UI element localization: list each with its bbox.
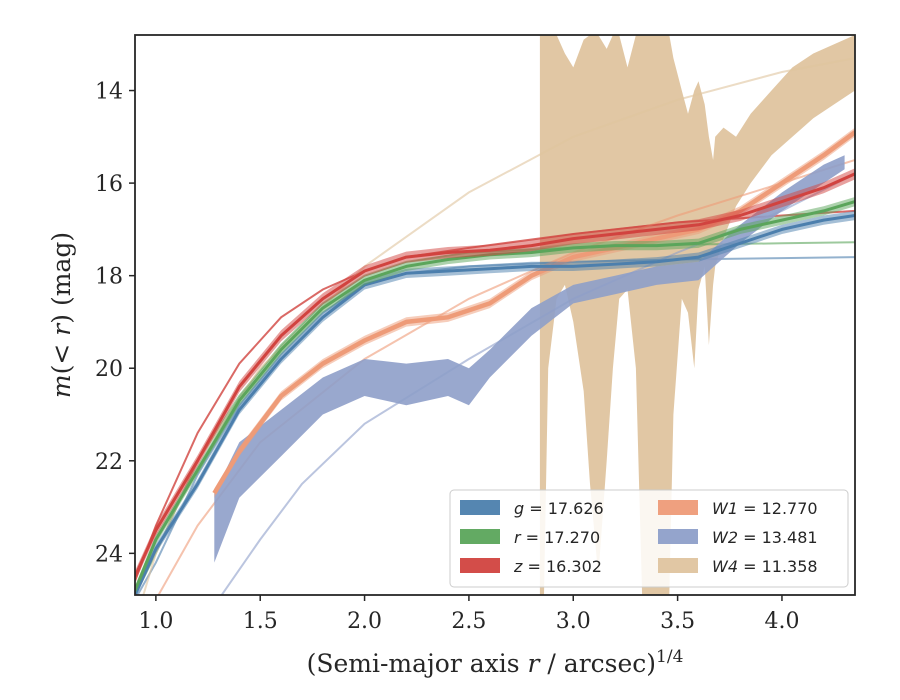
- legend-label-w4: W4 = 11.358: [712, 557, 818, 576]
- y-tick-label: 16: [95, 172, 123, 197]
- y-tick-label: 14: [95, 80, 123, 105]
- x-tick-label: 2.0: [347, 609, 382, 634]
- y-tick-label: 18: [95, 265, 123, 290]
- series-g-line: [135, 214, 855, 595]
- x-tick-label: 3.0: [556, 609, 591, 634]
- legend-swatch-w4: [658, 558, 698, 573]
- legend-swatch-z: [460, 558, 500, 573]
- x-tick-label: 2.5: [451, 609, 486, 634]
- series-w1-model: [157, 159, 855, 595]
- legend-swatch-w1: [658, 500, 698, 515]
- series-w4-band: [539, 35, 855, 595]
- x-tick-label: 4.0: [764, 609, 799, 634]
- legend-swatch-r: [460, 529, 500, 544]
- x-axis: 1.0 1.5 2.0 2.5 3.0 3.5 4.0: [138, 595, 799, 634]
- legend-label-z: z = 16.302: [513, 557, 602, 576]
- x-tick-label: 1.0: [138, 609, 173, 634]
- legend-swatch-g: [460, 500, 500, 515]
- legend-label-g: g = 17.626: [514, 499, 604, 518]
- legend-box: [449, 489, 849, 588]
- y-axis: 14 16 18 20 22 24: [95, 80, 135, 567]
- y-tick-label: 20: [95, 357, 123, 382]
- series-z-line: [135, 172, 855, 578]
- x-tick-label: 1.5: [243, 609, 278, 634]
- series-w2-band: [214, 155, 845, 563]
- legend-label-w2: W2 = 13.481: [712, 528, 818, 547]
- series-w1-line: [212, 130, 855, 495]
- y-axis-label: m(< r) (mag): [47, 232, 76, 398]
- x-axis-label: (Semi-major axis r / arcsec)1/4: [307, 647, 684, 678]
- y-tick-label: 22: [95, 450, 123, 475]
- legend-label-r: r = 17.270: [514, 528, 600, 547]
- plot-frame: [134, 34, 856, 596]
- x-tick-label: 3.5: [660, 609, 695, 634]
- legend: g = 17.626 r = 17.270 z = 16.302 W1 = 12.77…: [449, 489, 849, 588]
- legend-swatch-w2: [658, 529, 698, 544]
- plot-area: [135, 35, 855, 595]
- legend-label-w1: W1 = 12.770: [712, 499, 818, 518]
- y-tick-label: 24: [95, 542, 123, 567]
